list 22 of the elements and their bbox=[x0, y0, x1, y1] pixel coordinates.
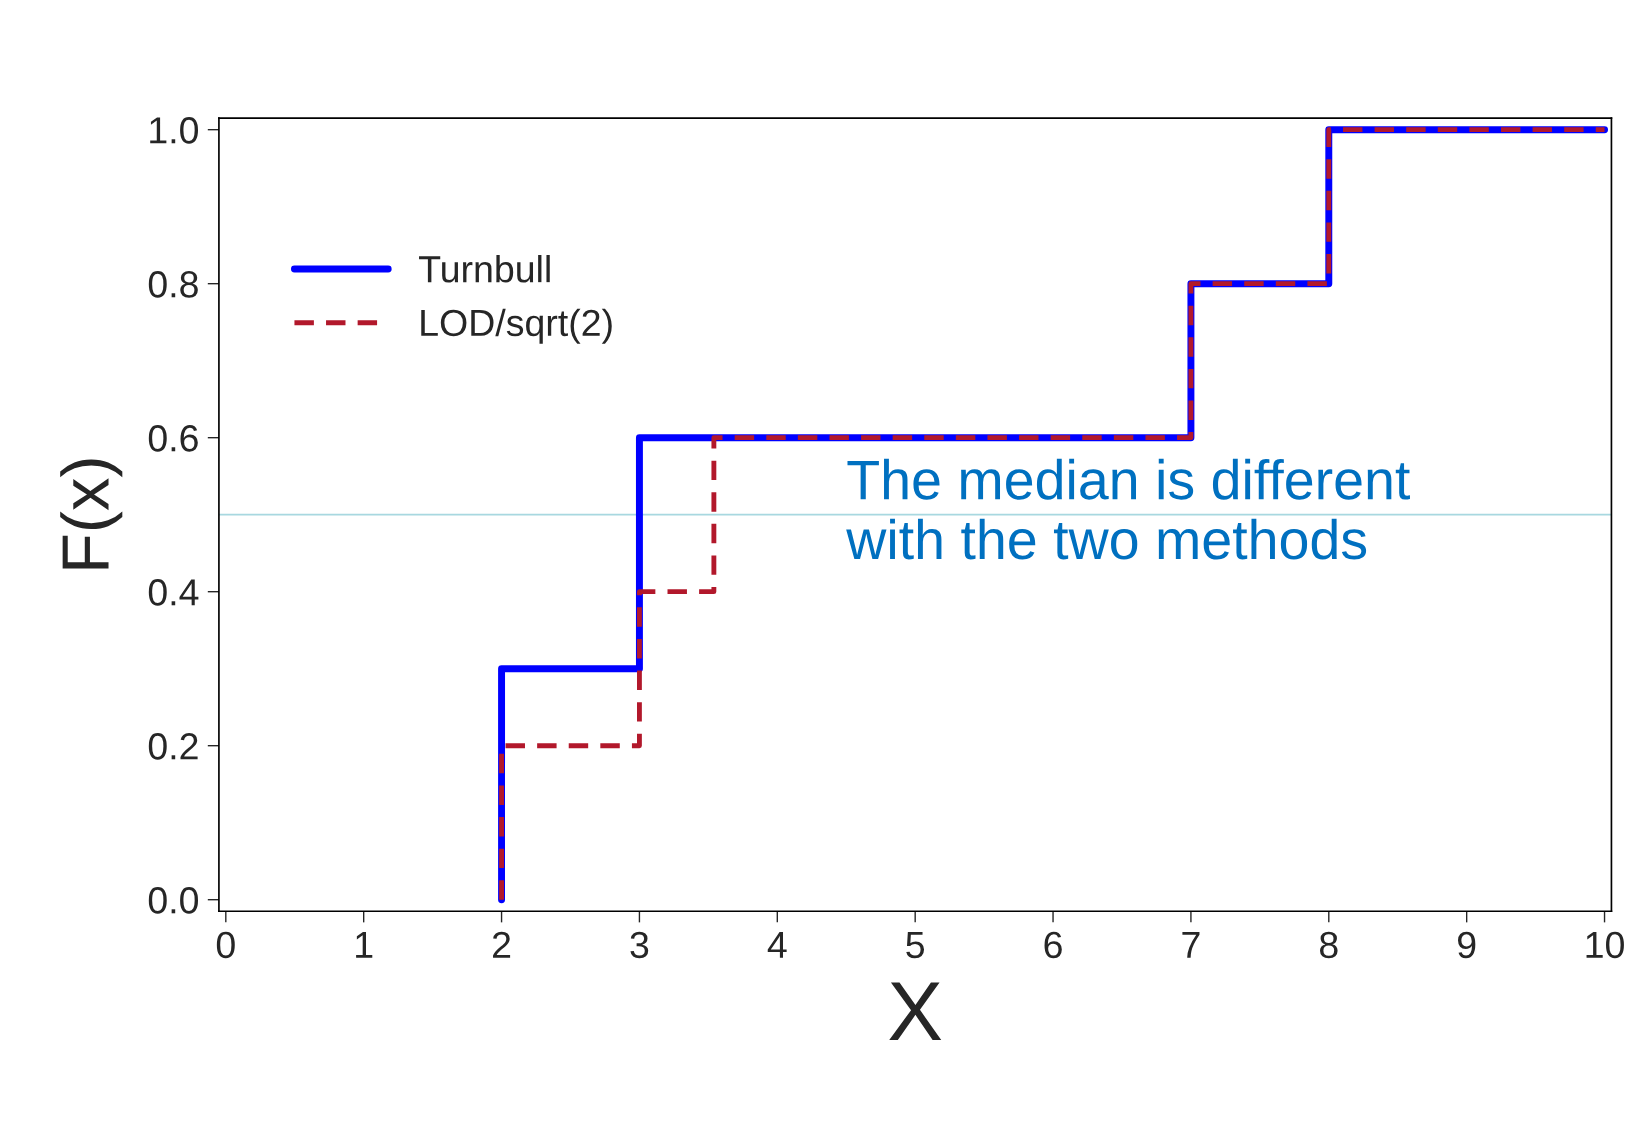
annotation: The median is different with the two methods bbox=[846, 458, 1410, 560]
y-tick-label: 0.6 bbox=[148, 425, 198, 452]
x-tick-label: 0 bbox=[216, 931, 235, 959]
x-tick-label: 3 bbox=[630, 931, 649, 959]
y-axis-title: F(x) bbox=[60, 459, 123, 569]
x-tick-label: 6 bbox=[1044, 931, 1062, 959]
y-tick-label: 0.2 bbox=[148, 733, 198, 760]
x-tick-label: 7 bbox=[1182, 932, 1200, 958]
y-tick-label: 0.4 bbox=[148, 579, 199, 606]
y-tick-label: 0.0 bbox=[148, 887, 199, 914]
x-axis-title: X bbox=[889, 982, 942, 1040]
x-tick-label: 2 bbox=[493, 931, 511, 958]
legend-label: Turnbull bbox=[419, 254, 550, 283]
x-tick-label: 9 bbox=[1458, 931, 1476, 959]
x-tick-label: 4 bbox=[767, 932, 787, 958]
x-tick-label: 10 bbox=[1586, 931, 1624, 959]
legend-label: LOD/sqrt(2) bbox=[421, 308, 612, 344]
x-tick-label: 5 bbox=[906, 932, 925, 959]
x-tick-label: 1 bbox=[356, 932, 373, 958]
y-tick-label: 0.8 bbox=[148, 271, 198, 298]
x-tick-label: 8 bbox=[1320, 931, 1338, 959]
y-tick-label: 1.0 bbox=[150, 117, 199, 144]
